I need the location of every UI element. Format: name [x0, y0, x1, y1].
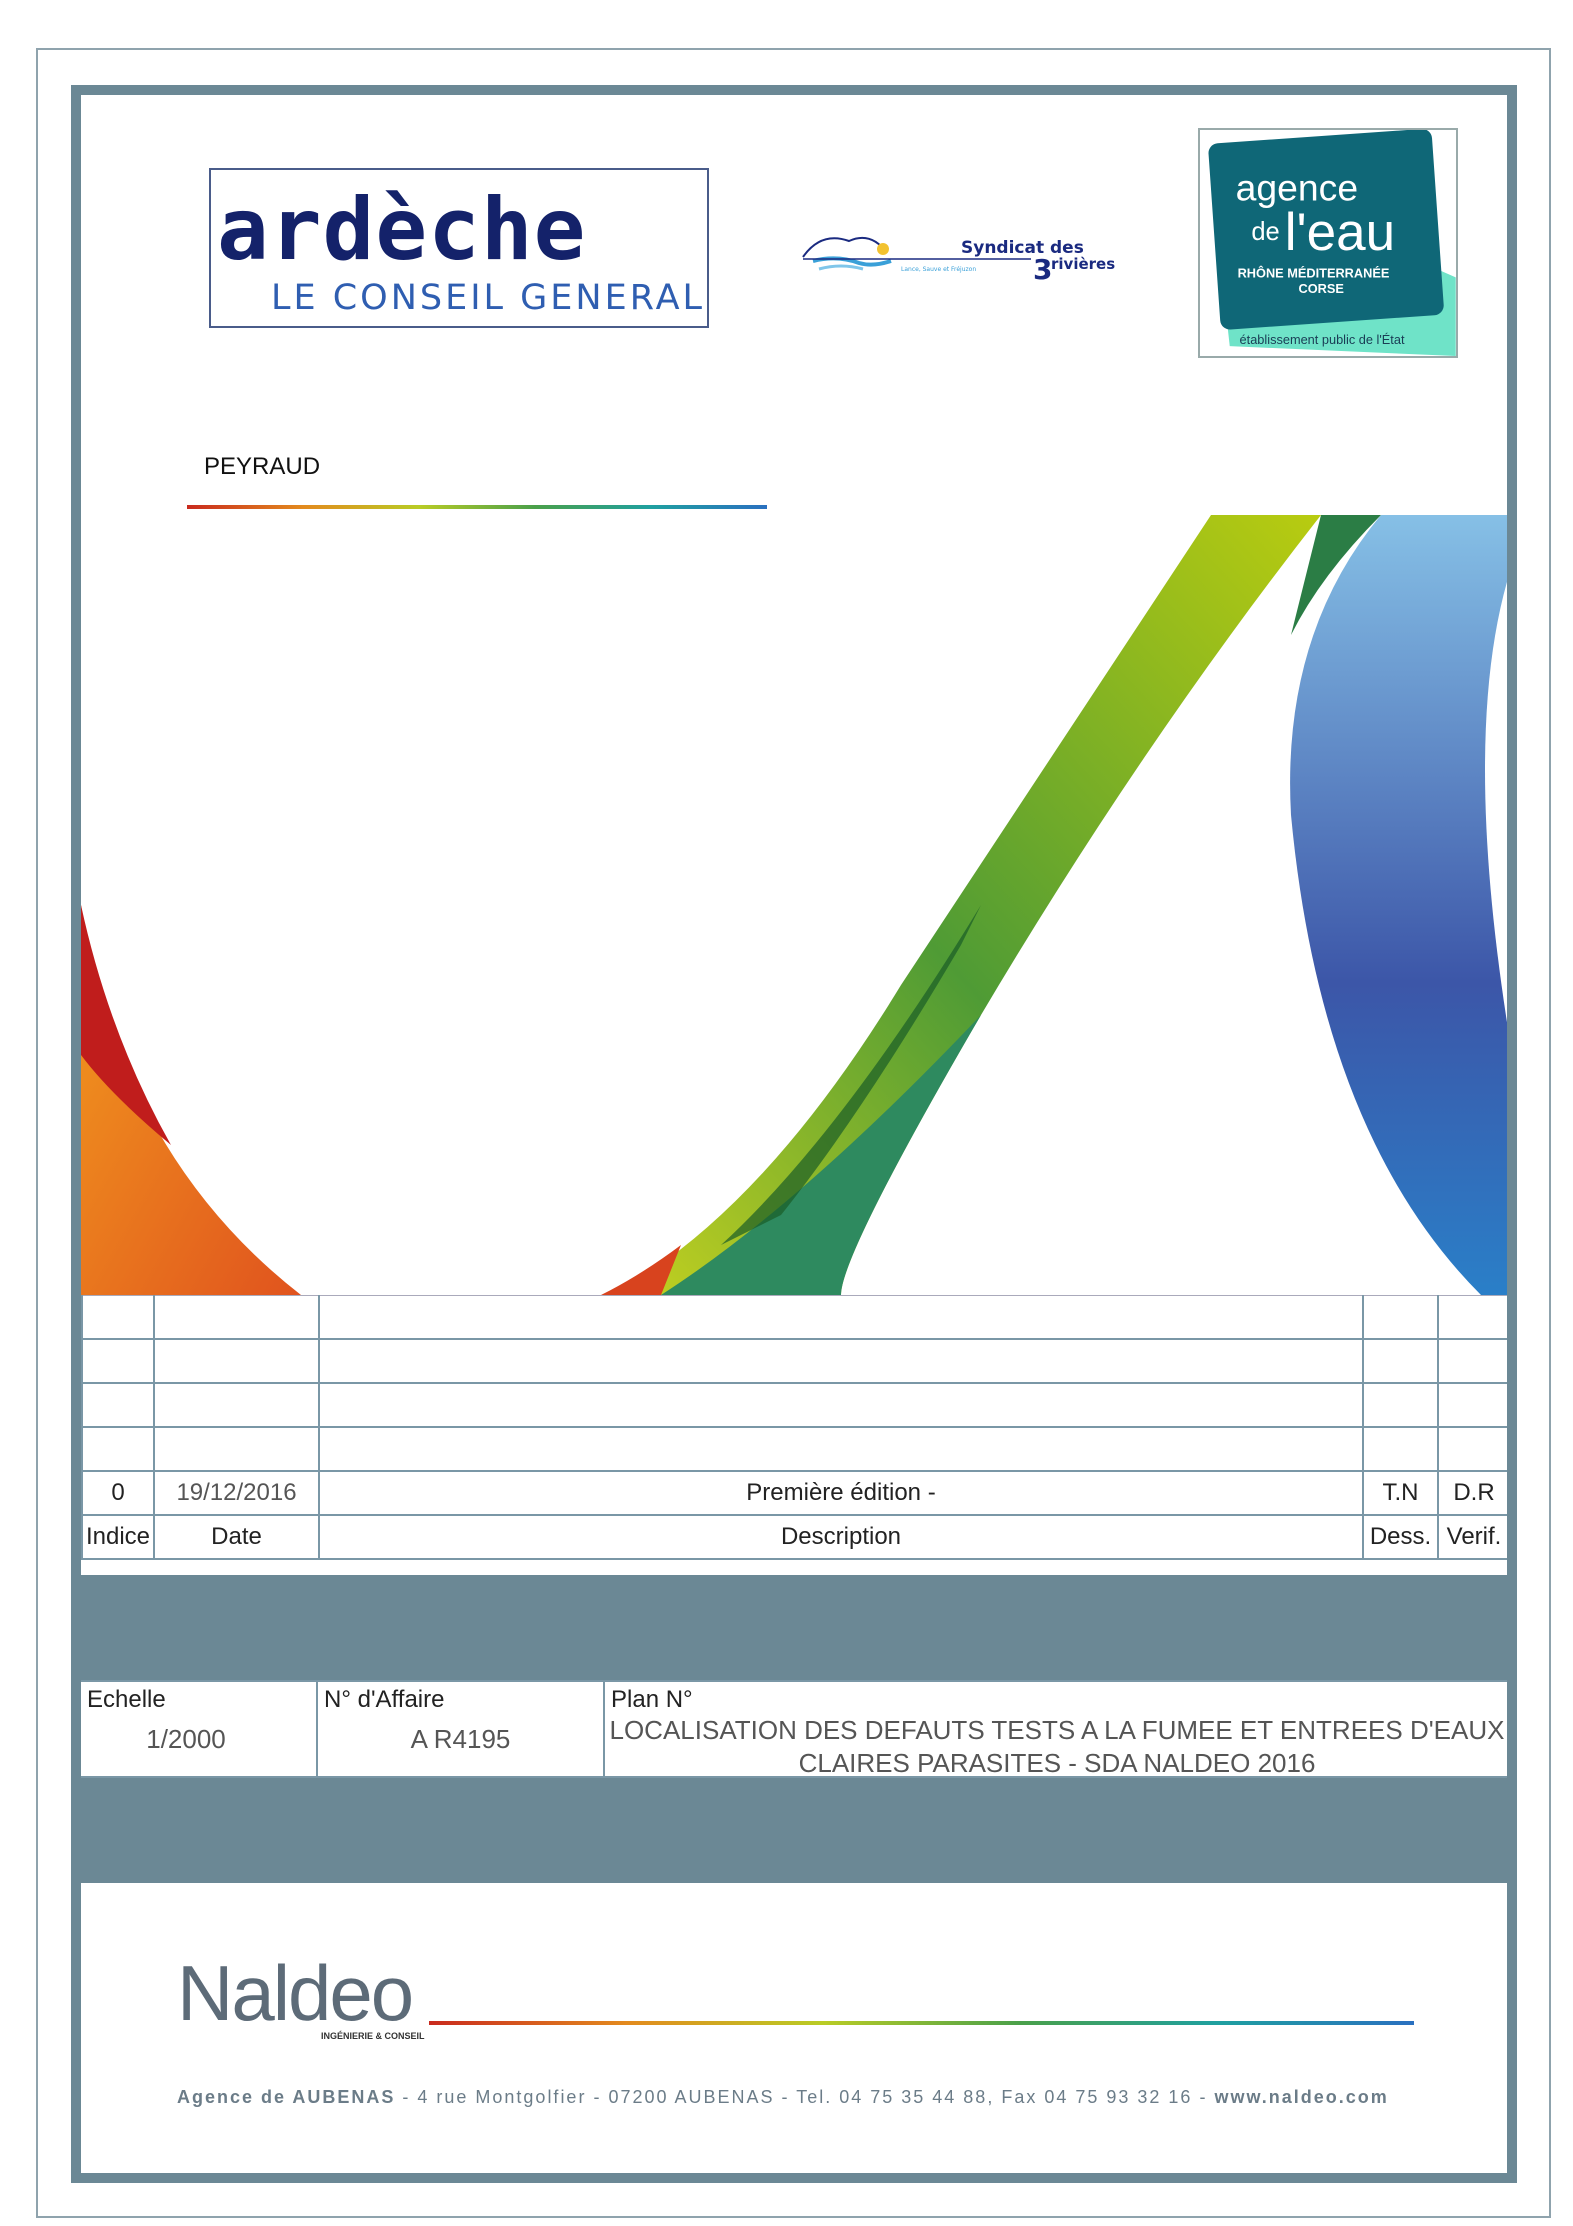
agency-contact: - 4 rue Montgolfier - 07200 AUBENAS - Te… [395, 2087, 1215, 2107]
syndicat-logo-title: Syndicat des [961, 238, 1084, 258]
revision-dess [1362, 1338, 1439, 1384]
naldeo-logo-subtitle: INGÉNIERIE & CONSEIL [321, 2031, 425, 2041]
revision-description: Première édition - [318, 1470, 1364, 1516]
agency-website[interactable]: www.naldeo.com [1214, 2087, 1389, 2107]
revision-indice [81, 1426, 155, 1472]
plan-title: LOCALISATION DES DEFAUTS TESTS A LA FUME… [605, 1714, 1507, 1780]
syndicat-logo-number: 3 [1033, 253, 1052, 286]
revision-verif [1437, 1295, 1507, 1340]
grey-band-upper [81, 1575, 1507, 1680]
revision-dess: T.N [1362, 1470, 1439, 1516]
revision-date [153, 1426, 320, 1472]
revision-indice [81, 1295, 155, 1340]
revision-verif: D.R [1437, 1470, 1507, 1516]
header-date: Date [153, 1514, 320, 1560]
plan-title-line1: LOCALISATION DES DEFAUTS TESTS A LA FUME… [609, 1715, 1505, 1745]
revision-description [318, 1295, 1364, 1340]
title-block: Echelle 1/2000 N° d'Affaire A R4195 Plan… [81, 1680, 1507, 1778]
plan-label: Plan N° [611, 1686, 693, 1713]
revision-indice: 0 [81, 1470, 155, 1516]
ardeche-logo-word: ardèche [217, 180, 587, 280]
affaire-label: N° d'Affaire [324, 1686, 445, 1713]
revision-date [153, 1382, 320, 1428]
affaire-value: A R4195 [410, 1724, 511, 1754]
revision-row [81, 1426, 1507, 1472]
header-dess: Dess. [1362, 1514, 1439, 1560]
revision-row [81, 1295, 1507, 1340]
project-name: PEYRAUD [204, 453, 321, 480]
revision-verif [1437, 1382, 1507, 1428]
revision-description [318, 1338, 1364, 1384]
grey-band-lower [81, 1778, 1507, 1883]
revision-description [318, 1382, 1364, 1428]
scale-value: 1/2000 [146, 1724, 226, 1754]
syndicat-logo: Syndicat des 3 rivières Lance, Sauve et … [802, 237, 1115, 286]
syndicat-logo-rivieres: rivières [1051, 255, 1115, 273]
revision-row [81, 1338, 1507, 1384]
revision-verif [1437, 1426, 1507, 1472]
ardeche-logo: ardèche LE CONSEIL GENERAL [209, 168, 709, 328]
agence-logo-leau: l'eau [1285, 203, 1395, 262]
revision-header-row: Indice Date Description Dess. Verif. [81, 1514, 1507, 1560]
agence-eau-logo: agence de l'eau RHÔNE MÉDITERRANÉE CORSE… [1198, 128, 1458, 358]
naldeo-logo: Naldeo [177, 1949, 414, 2037]
affaire-cell: N° d'Affaire A R4195 [318, 1682, 605, 1776]
header-indice: Indice [81, 1514, 155, 1560]
decorative-ribbons [81, 515, 1507, 1295]
header-description: Description [318, 1514, 1364, 1560]
revision-table: 0 19/12/2016 Première édition - T.N D.R … [81, 1295, 1507, 1560]
agence-logo-region2: CORSE [1299, 281, 1345, 296]
syndicat-logo-tagline: Lance, Sauve et Fréjuzon [901, 266, 976, 273]
revision-description [318, 1426, 1364, 1472]
revision-row: 0 19/12/2016 Première édition - T.N D.R [81, 1470, 1507, 1516]
agency-address: Agence de AUBENAS - 4 rue Montgolfier - … [177, 2087, 1389, 2108]
revision-dess [1362, 1295, 1439, 1340]
scale-label: Echelle [87, 1686, 166, 1713]
footer-underline [429, 2021, 1414, 2025]
revision-verif [1437, 1338, 1507, 1384]
header-verif: Verif. [1437, 1514, 1507, 1560]
revision-date: 19/12/2016 [153, 1470, 320, 1516]
agency-name: Agence de AUBENAS [177, 2087, 396, 2107]
project-underline [187, 505, 767, 509]
agence-logo-footer: établissement public de l'État [1240, 332, 1405, 347]
revision-dess [1362, 1382, 1439, 1428]
revision-row [81, 1382, 1507, 1428]
ardeche-logo-subtitle: LE CONSEIL GENERAL [271, 278, 706, 318]
plan-title-line2: CLAIRES PARASITES - SDA NALDEO 2016 [798, 1748, 1316, 1778]
revision-date [153, 1295, 320, 1340]
revision-date [153, 1338, 320, 1384]
revision-indice [81, 1338, 155, 1384]
cover-sheet: ardèche LE CONSEIL GENERAL Syndicat des … [71, 85, 1517, 2183]
revision-indice [81, 1382, 155, 1428]
scale-cell: Echelle 1/2000 [81, 1682, 318, 1776]
agence-logo-de: de [1251, 218, 1279, 246]
page-outer-border [36, 48, 1551, 2218]
agence-logo-region1: RHÔNE MÉDITERRANÉE [1238, 265, 1390, 280]
agence-logo-line1: agence [1236, 167, 1358, 209]
plan-cell: Plan N° LOCALISATION DES DEFAUTS TESTS A… [605, 1682, 1507, 1778]
revision-dess [1362, 1426, 1439, 1472]
